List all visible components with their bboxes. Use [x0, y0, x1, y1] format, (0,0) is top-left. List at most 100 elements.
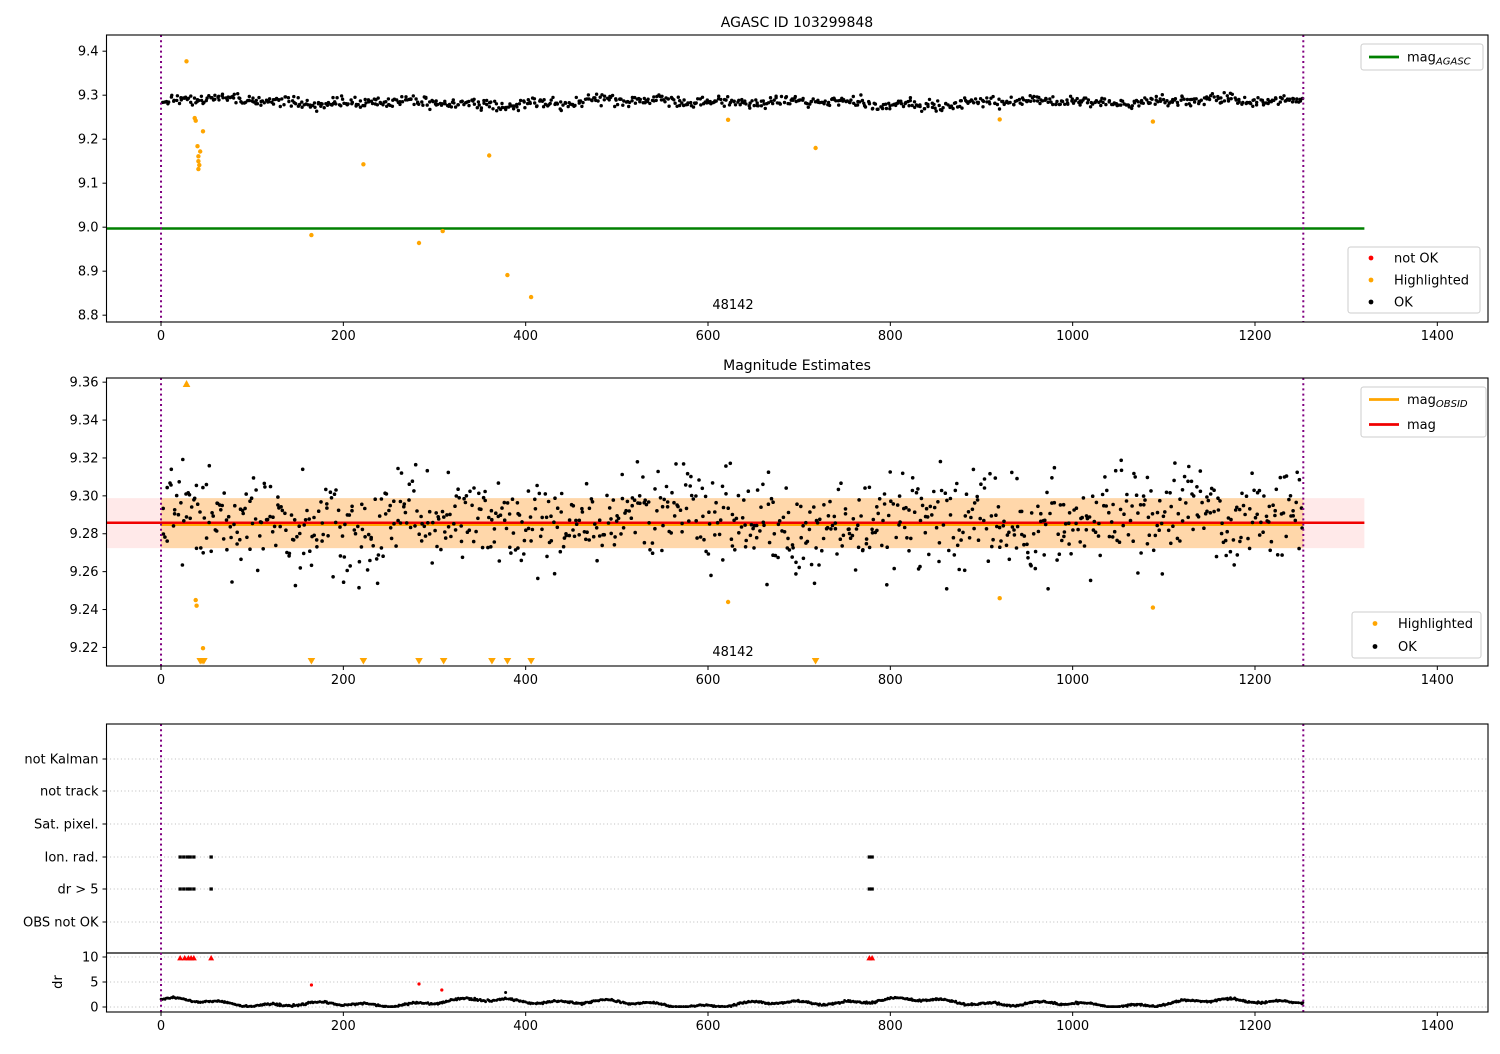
ok-point: [498, 513, 503, 517]
ok-point: [808, 510, 812, 514]
ok-point: [1045, 490, 1049, 495]
ok-point: [342, 555, 347, 559]
ok-point: [754, 535, 759, 540]
ok-point: [771, 500, 775, 505]
ok-point: [790, 543, 795, 547]
ok-point: [835, 552, 839, 556]
ok-point: [392, 521, 396, 526]
dr-trace-point: [1033, 1000, 1037, 1003]
ok-point: [236, 92, 240, 96]
ok-point: [1104, 102, 1108, 107]
ok-point: [359, 545, 364, 549]
dr-clipped-red-marker: [177, 955, 184, 961]
ok-point: [577, 518, 582, 523]
ok-point: [1107, 534, 1112, 539]
ok-point: [669, 531, 673, 535]
ok-point: [1009, 95, 1013, 99]
ok-point: [1061, 502, 1066, 507]
ok-point: [540, 527, 544, 532]
ok-point: [667, 104, 671, 108]
ok-point: [851, 94, 855, 99]
ok-point: [754, 523, 759, 528]
ok-point: [594, 526, 599, 530]
ok-point: [522, 100, 526, 104]
ok-point: [991, 537, 995, 542]
ok-point: [951, 535, 956, 540]
highlighted-point: [196, 154, 201, 159]
ok-point: [621, 526, 626, 530]
ok-point: [1137, 104, 1141, 108]
ok-point: [1294, 100, 1298, 104]
ok-point: [475, 106, 479, 110]
ok-point: [1046, 100, 1050, 105]
x-tick-label: 600: [696, 673, 721, 688]
ok-point: [641, 475, 645, 479]
ok-point: [1284, 474, 1289, 478]
highlighted-point: [200, 646, 206, 651]
ok-point: [902, 525, 907, 530]
ok-point: [910, 476, 915, 480]
ok-point: [189, 100, 193, 105]
ok-point: [253, 517, 258, 521]
ok-point: [918, 518, 923, 523]
ok-point: [600, 543, 604, 548]
ok-point: [1117, 540, 1122, 544]
ok-point: [471, 539, 476, 544]
x-tick-label: 800: [878, 329, 903, 344]
clipped-low-marker: [488, 658, 496, 665]
ok-point: [1175, 100, 1180, 105]
ok-point: [1155, 510, 1160, 515]
agasc-mags-plot: 0 200 400 600 800 1000 1200 1400 8.8 8.9 9.0 9.1 9.2…: [78, 34, 1489, 344]
ok-point: [280, 97, 284, 101]
dr-tick-label: 5: [90, 976, 98, 991]
ok-point: [403, 510, 408, 515]
ok-point: [336, 508, 341, 513]
ok-point: [752, 546, 756, 550]
ok-point: [533, 507, 538, 511]
ok-point: [350, 508, 354, 513]
ok-point: [689, 474, 693, 479]
ok-point: [596, 99, 600, 103]
ok-point: [1136, 511, 1140, 515]
ok-point: [1088, 578, 1093, 583]
ok-point: [1050, 476, 1054, 480]
ok-point: [749, 522, 754, 527]
ok-point: [1292, 97, 1296, 101]
ok-point: [172, 508, 177, 512]
legend-label: not OK: [1394, 252, 1439, 267]
dr-trace-point: [714, 1005, 718, 1008]
ok-point: [945, 498, 949, 503]
ok-point: [786, 536, 790, 541]
ok-point: [319, 500, 323, 504]
ok-point: [837, 103, 841, 107]
ok-point: [732, 100, 736, 104]
ok-point: [1100, 96, 1104, 101]
ok-point: [1141, 494, 1146, 498]
ok-point: [597, 534, 602, 538]
ok-point: [943, 491, 948, 496]
x-tick-label: 1200: [1238, 329, 1271, 344]
ok-point: [999, 539, 1003, 543]
ok-point: [1048, 511, 1052, 516]
ok-point: [1267, 520, 1271, 524]
ok-point: [188, 516, 192, 521]
ok-point: [1175, 536, 1180, 541]
ok-point: [985, 96, 989, 100]
ok-point: [467, 103, 471, 108]
ok-point: [1214, 554, 1219, 559]
ok-point: [586, 93, 591, 97]
ok-point: [761, 99, 765, 103]
ok-point: [1008, 100, 1012, 105]
ok-point: [630, 496, 635, 500]
ok-point: [680, 530, 684, 534]
ok-point: [278, 524, 283, 529]
ok-point: [759, 505, 763, 510]
ok-point: [1235, 553, 1240, 557]
ok-point: [392, 499, 396, 504]
ok-point: [870, 527, 874, 532]
highlighted-point: [361, 162, 366, 167]
ok-point: [232, 92, 236, 97]
ok-point: [1155, 523, 1159, 528]
ok-point: [638, 501, 642, 506]
ok-point: [937, 559, 941, 564]
